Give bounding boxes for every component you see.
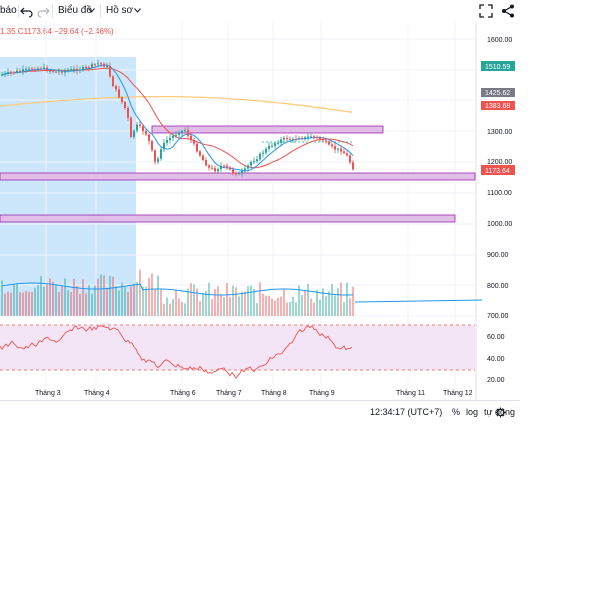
clock: 12:34:17 (UTC+7) bbox=[370, 407, 443, 417]
candlesticks bbox=[1, 59, 354, 177]
toolbar-divider bbox=[52, 4, 53, 18]
percent-scale-button[interactable]: % bbox=[452, 407, 461, 417]
chart-menu-button[interactable]: Biểu đồ bbox=[58, 5, 92, 16]
time-tick: Tháng 11 bbox=[396, 390, 425, 397]
fullscreen-icon[interactable] bbox=[478, 3, 494, 19]
time-tick: Tháng 3 bbox=[35, 390, 61, 397]
toolbar-divider bbox=[18, 4, 19, 18]
time-tick: Tháng 4 bbox=[84, 390, 110, 397]
time-tick: Tháng 6 bbox=[170, 390, 196, 397]
undo-icon[interactable] bbox=[19, 3, 35, 19]
price-tick: 1300.00 bbox=[487, 129, 512, 136]
rsi-tick: 20.00 bbox=[487, 377, 505, 384]
svg-text:1510.59: 1510.59 bbox=[485, 64, 510, 71]
share-icon[interactable] bbox=[500, 3, 516, 19]
rsi-tick: 60.00 bbox=[487, 334, 505, 341]
price-tick: 700.00 bbox=[487, 313, 509, 320]
bottom-bar: 12:34:17 (UTC+7) % log tự động bbox=[0, 402, 520, 422]
support-zone[interactable] bbox=[0, 172, 476, 181]
time-tick: Tháng 8 bbox=[261, 390, 287, 397]
top-toolbar: báo Biểu đồ Hồ sơ bbox=[0, 0, 520, 22]
time-tick: Tháng 9 bbox=[309, 390, 335, 397]
volume-ma-line bbox=[1, 282, 354, 296]
ma200-line bbox=[0, 95, 353, 113]
time-tick: Tháng 12 bbox=[443, 390, 473, 397]
price-tick: 800.00 bbox=[487, 283, 509, 290]
lower-support-zone[interactable] bbox=[0, 214, 456, 223]
selection-highlight[interactable] bbox=[0, 57, 136, 316]
svg-text:1173.64: 1173.64 bbox=[485, 168, 510, 175]
ohlc-legend: 1.35 C1173.64 −29.64 (−2.46%) bbox=[0, 27, 114, 36]
price-tag-1383: 1383.68 bbox=[481, 101, 515, 110]
rsi-line bbox=[0, 325, 353, 379]
svg-text:1425.62: 1425.62 bbox=[485, 90, 510, 97]
ma20-line bbox=[1, 64, 354, 172]
time-tick: Tháng 7 bbox=[216, 390, 242, 397]
resistance-zone[interactable] bbox=[151, 125, 384, 134]
toolbar-divider bbox=[100, 4, 101, 18]
bottom-divider bbox=[0, 400, 520, 401]
log-scale-button[interactable]: log bbox=[466, 407, 479, 417]
auto-scale-button[interactable]: tự động bbox=[484, 407, 516, 417]
chevron-down-icon[interactable] bbox=[134, 8, 141, 13]
price-tick: 900.00 bbox=[487, 252, 509, 259]
volume-ma-extension bbox=[354, 299, 483, 303]
profile-menu-button[interactable]: Hồ sơ bbox=[106, 5, 134, 16]
alerts-button[interactable]: báo bbox=[0, 5, 17, 16]
price-tag-1425: 1425.62 bbox=[481, 88, 515, 97]
price-chart[interactable]: 1600.00 1510.59 1425.62 1383.68 1300.00 … bbox=[0, 0, 520, 400]
price-tick: 1100.00 bbox=[487, 190, 512, 197]
svg-text:1383.68: 1383.68 bbox=[485, 103, 510, 110]
rsi-tick: 40.00 bbox=[487, 356, 505, 363]
redo-icon[interactable] bbox=[35, 3, 51, 19]
price-tag-1510: 1510.59 bbox=[481, 61, 515, 71]
volume-bars bbox=[1, 269, 354, 316]
price-tick: 1000.00 bbox=[487, 221, 512, 228]
price-tick: 1200.00 bbox=[487, 159, 512, 166]
price-tag-last: 1173.64 bbox=[481, 165, 515, 175]
chevron-down-icon[interactable] bbox=[88, 8, 95, 13]
price-tick: 1600.00 bbox=[487, 37, 512, 44]
rsi-band bbox=[0, 325, 475, 370]
settings-icon[interactable] bbox=[495, 407, 506, 418]
